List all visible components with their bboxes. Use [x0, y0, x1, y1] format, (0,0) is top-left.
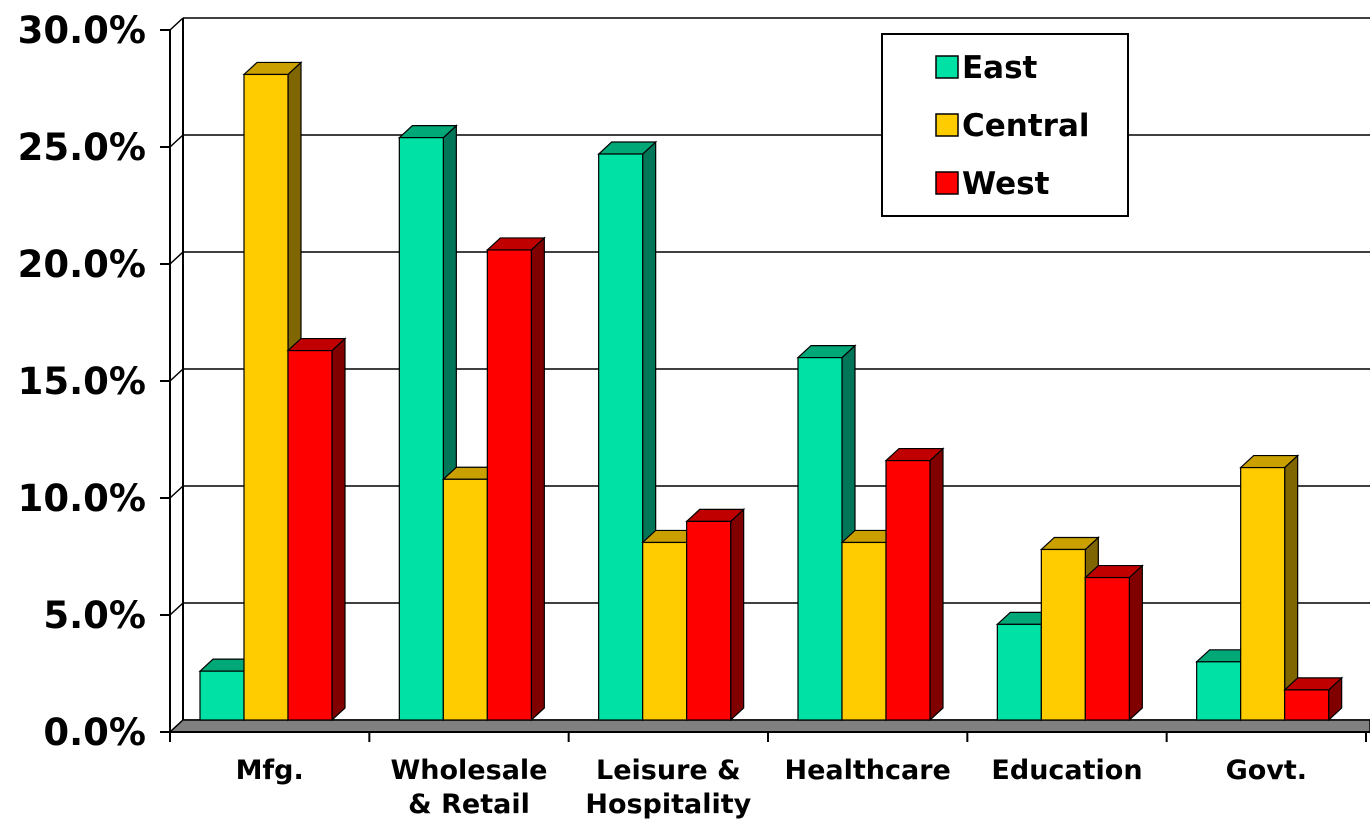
bar-front — [885, 459, 931, 721]
x-tick-label: Govt. — [1226, 755, 1307, 786]
bar-front — [598, 153, 644, 721]
gridline-side — [169, 251, 184, 265]
gridline-side — [169, 17, 184, 31]
x-tick-label: Mfg. — [236, 755, 304, 786]
gridline-side — [169, 368, 184, 382]
y-tick-label: 25.0% — [18, 126, 146, 169]
y-tick-label: 10.0% — [18, 477, 146, 520]
bar-front — [1196, 661, 1242, 721]
bar-front — [996, 623, 1042, 721]
y-tick-label: 30.0% — [18, 9, 146, 52]
bar-front — [797, 357, 843, 721]
bar-west — [286, 337, 347, 722]
x-tick-label: Wholesale — [391, 755, 548, 786]
tick-labels: 0.0% 5.0% 10.0% 15.0% 20.0% 25.0% 30.0% Mfg. Who… — [18, 9, 1307, 820]
bar-front — [442, 478, 488, 721]
bar-west — [485, 236, 546, 722]
bar-west — [685, 508, 746, 722]
x-tick-label: Education — [991, 755, 1142, 786]
gridlines — [169, 17, 1370, 733]
y-tick-label: 0.0% — [43, 711, 146, 754]
bar-front — [243, 73, 289, 721]
legend: East Central West — [881, 33, 1129, 217]
bar-front — [1040, 548, 1086, 721]
bar-front — [398, 137, 444, 721]
bar-front — [686, 520, 732, 721]
bar-side — [730, 508, 745, 722]
bar-central — [1239, 454, 1300, 722]
x-tick-label: Hospitality — [585, 789, 751, 820]
legend-label-central: Central — [962, 108, 1090, 144]
x-tick-label: Leisure & — [596, 755, 741, 786]
gridline-side — [169, 134, 184, 148]
y-tick-label: 15.0% — [18, 360, 146, 403]
bar-side — [530, 236, 545, 722]
axes — [160, 18, 1370, 742]
chart-floor — [168, 719, 1370, 733]
legend-swatch-east — [935, 55, 959, 79]
bars — [198, 61, 1344, 722]
y-tick-label: 5.0% — [43, 594, 146, 637]
bar-west — [1083, 564, 1144, 722]
legend-box — [881, 33, 1129, 217]
x-tick-label: Healthcare — [784, 755, 950, 786]
y-tick-label: 20.0% — [18, 243, 146, 286]
bar-side — [331, 337, 346, 722]
legend-label-east: East — [962, 50, 1038, 86]
bar-front — [486, 249, 532, 721]
bar-side — [1128, 564, 1143, 722]
bar-west — [884, 447, 945, 722]
legend-swatch-west — [935, 171, 959, 195]
gridline-side — [169, 602, 184, 616]
bar-front — [642, 541, 688, 721]
gridline-side — [169, 485, 184, 499]
bar-front — [1240, 466, 1286, 721]
bar-central — [242, 61, 303, 722]
bar-west — [1283, 676, 1344, 722]
bar-front — [1084, 576, 1130, 721]
bar-front — [199, 670, 245, 721]
legend-label-west: West — [962, 166, 1050, 202]
bar-front — [1284, 689, 1330, 721]
bar-front — [841, 541, 887, 721]
bar-front — [287, 349, 333, 721]
bar-side — [929, 447, 944, 722]
x-tick-label: & Retail — [408, 789, 530, 820]
legend-swatch-central — [935, 113, 959, 137]
